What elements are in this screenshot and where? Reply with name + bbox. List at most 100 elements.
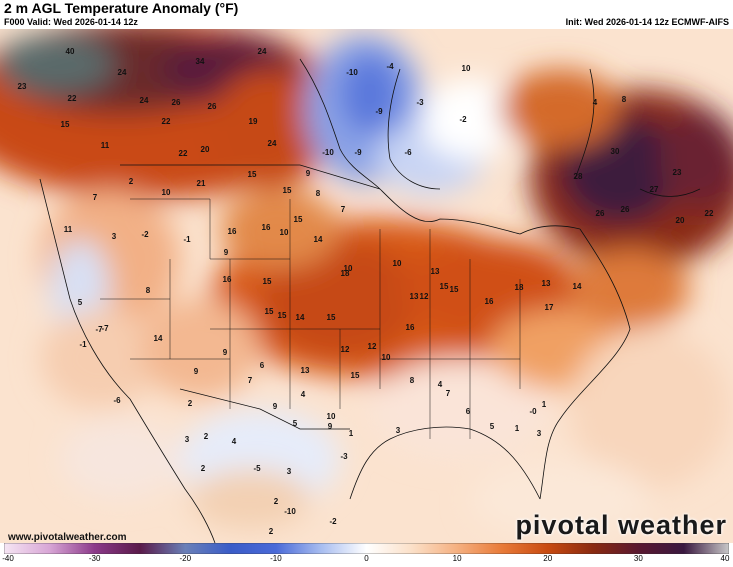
anomaly-value-label: 16 (485, 297, 494, 306)
anomaly-value-label: 17 (545, 303, 554, 312)
anomaly-value-label: 11 (101, 141, 110, 150)
anomaly-value-label: 14 (573, 282, 582, 291)
geographic-outlines (39, 58, 701, 543)
anomaly-value-label: -0 (529, 407, 537, 416)
colorbar-tick: 10 (452, 554, 462, 563)
hudson-bay-east (387, 68, 441, 190)
anomaly-value-label: 15 (327, 313, 336, 322)
temperature-anomaly-map: 40 34 24 23 22 15 24 24 26 26 22 19 20 22 11 24 -10 -4 -3-… (0, 29, 733, 543)
anomaly-value-label: -10 (346, 68, 358, 77)
anomaly-value-label: 3 (396, 426, 401, 435)
anomaly-value-label: 9 (273, 402, 278, 411)
anomaly-value-label: 10 (344, 264, 353, 273)
anomaly-value-label: 8 (316, 189, 321, 198)
anomaly-value-label: -9 (375, 107, 383, 116)
anomaly-value-label: 22 (162, 117, 171, 126)
anomaly-value-label: 11 (64, 225, 73, 234)
anomaly-value-label: 5 (78, 298, 83, 307)
anomaly-value-label: 6 (260, 361, 265, 370)
anomaly-value-label: 3 (287, 467, 292, 476)
anomaly-value-label: 15 (450, 285, 459, 294)
anomaly-value-label: 24 (268, 139, 277, 148)
anomaly-value-label: 16 (406, 323, 415, 332)
anomaly-value-label: 10 (462, 64, 471, 73)
anomaly-value-label: 21 (197, 179, 206, 188)
anomaly-value-label: 23 (18, 82, 27, 91)
anomaly-value-label: 26 (596, 209, 605, 218)
valid-time: F000 Valid: Wed 2026-01-14 12z (4, 17, 138, 27)
anomaly-value-label: -10 (322, 148, 334, 157)
anomaly-value-label: 2 (274, 497, 279, 506)
anomaly-value-label: 20 (201, 145, 210, 154)
anomaly-value-label: 2 (204, 432, 209, 441)
anomaly-value-label: 12 (420, 292, 429, 301)
anomaly-value-label: 15 (248, 170, 257, 179)
pivotal-weather-logo: pivotal weather (515, 510, 727, 540)
anomaly-value-label: 7 (93, 193, 98, 202)
website-url: www.pivotalweather.com (8, 532, 127, 543)
anomaly-value-label: 18 (515, 283, 524, 292)
colorbar-tick: -40 (2, 554, 14, 563)
anomaly-value-label: 27 (650, 185, 659, 194)
anomaly-value-label: 9 (223, 348, 228, 357)
anomaly-value-label: 6 (466, 407, 471, 416)
anomaly-value-label: 10 (162, 188, 171, 197)
anomaly-value-label: 9 (306, 169, 311, 178)
anomaly-value-label: 16 (228, 227, 237, 236)
anomaly-value-label: 10 (382, 353, 391, 362)
labrador-coast (574, 68, 595, 180)
anomaly-value-label: 4 (301, 390, 306, 399)
anomaly-value-label: 24 (258, 47, 267, 56)
anomaly-value-label: 5 (293, 419, 298, 428)
anomaly-value-label: -1 (79, 340, 87, 349)
map-title: 2 m AGL Temperature Anomaly (°F) (4, 0, 239, 16)
state-borders (100, 198, 521, 439)
anomaly-value-label: 15 (278, 311, 287, 320)
anomaly-value-label: -9 (354, 148, 362, 157)
anomaly-value-label: 20 (676, 216, 685, 225)
anomaly-value-label: 3 (185, 435, 190, 444)
atlantic-coastline (539, 228, 631, 500)
anomaly-value-label: -3 (340, 452, 348, 461)
colorbar-tick: 30 (633, 554, 643, 563)
anomaly-value-label: 10 (327, 412, 336, 421)
colorbar (4, 543, 729, 554)
anomaly-value-label: 16 (262, 223, 271, 232)
colorbar-tick: 0 (364, 554, 369, 563)
anomaly-value-label: 8 (410, 376, 415, 385)
anomaly-value-label: 24 (140, 96, 149, 105)
anomaly-value-label: 19 (249, 117, 258, 126)
anomaly-value-label: 26 (621, 205, 630, 214)
anomaly-value-label: 15 (351, 371, 360, 380)
anomaly-value-label: -7 (101, 324, 109, 333)
init-time: Init: Wed 2026-01-14 12z ECMWF-AIFS (565, 17, 729, 27)
anomaly-value-label: -4 (386, 62, 394, 71)
anomaly-value-label: 10 (280, 228, 289, 237)
anomaly-value-label: 4 (438, 380, 443, 389)
anomaly-value-label: 2 (201, 464, 206, 473)
us-canada-border-west (120, 164, 381, 190)
anomaly-value-label: 1 (515, 424, 520, 433)
anomaly-value-label: 13 (542, 279, 551, 288)
anomaly-value-label: 7 (248, 376, 253, 385)
colorbar-tick: -30 (88, 554, 101, 563)
anomaly-value-label: -6 (404, 148, 412, 157)
anomaly-value-label: -5 (253, 464, 261, 473)
anomaly-value-label: 9 (194, 367, 199, 376)
colorbar-tick: -20 (179, 554, 192, 563)
anomaly-value-label: 24 (118, 68, 127, 77)
anomaly-value-label: 1 (349, 429, 354, 438)
colorbar-tick: -10 (270, 554, 282, 563)
anomaly-value-label: -3 (416, 98, 424, 107)
anomaly-value-label: 26 (208, 102, 217, 111)
anomaly-value-label: 3 (537, 429, 542, 438)
anomaly-value-label: 8 (146, 286, 151, 295)
us-canada-border-east (379, 188, 581, 235)
anomaly-value-label: 15 (265, 307, 274, 316)
anomaly-value-label: 22 (705, 209, 714, 218)
anomaly-value-label: 40 (66, 47, 75, 56)
pacific-coastline (39, 178, 216, 543)
anomaly-value-label: 10 (393, 259, 402, 268)
